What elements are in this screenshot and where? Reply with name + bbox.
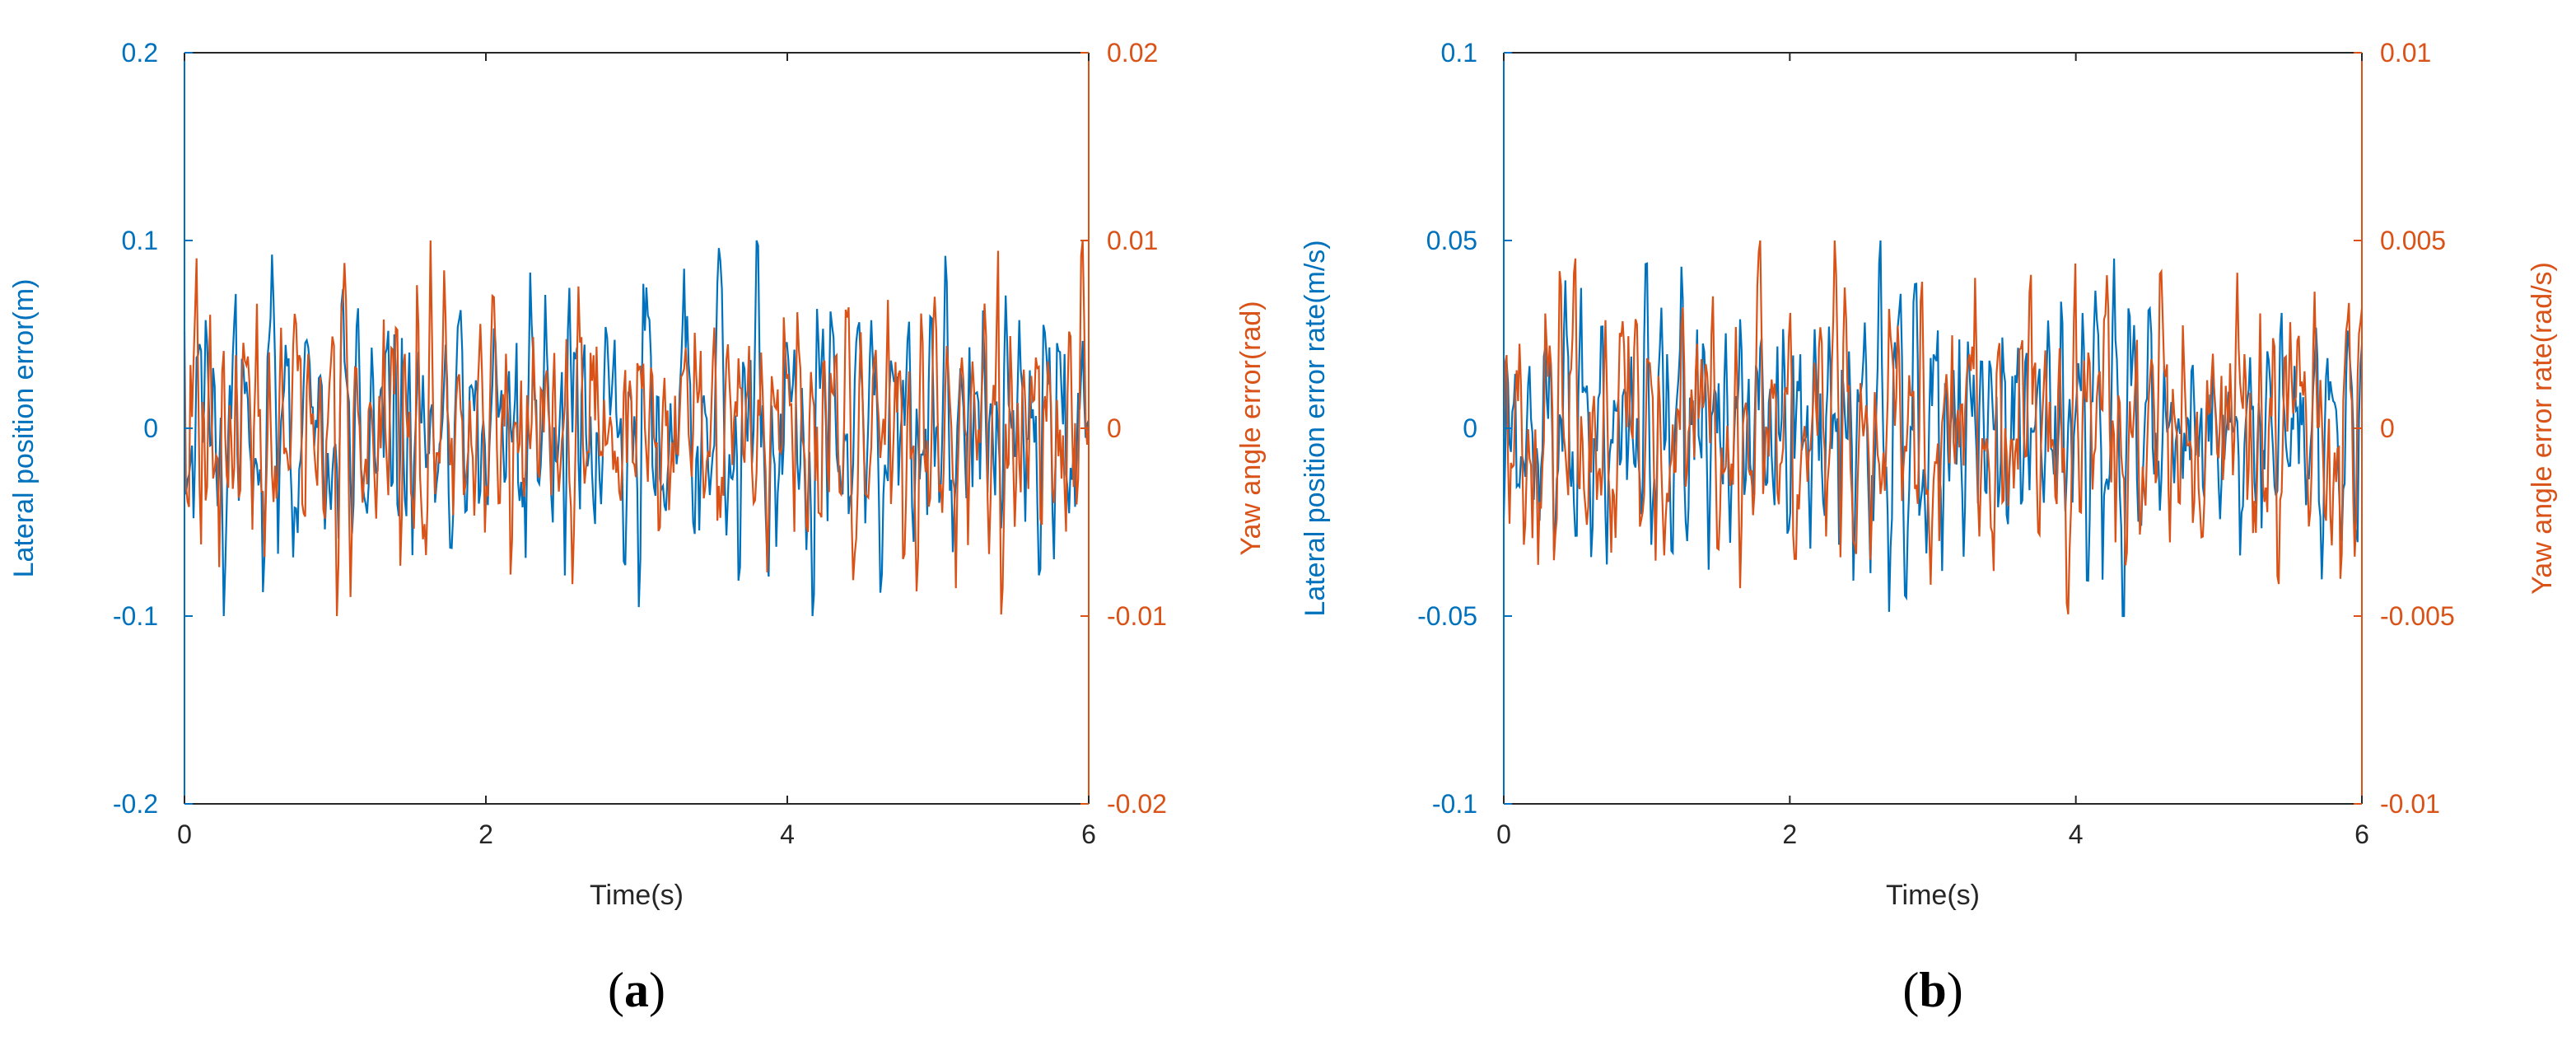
y-tick-label-left: 0 [143,413,158,443]
y-axis-label-right: Yaw angle error(rad) [1235,301,1267,555]
chart-panel-a: 0 2 4 6 -0.2 -0.1 0 0.1 0.2 -0.02 -0.01 0 0.01 0.02 Ti… [8,38,1267,1017]
series-line-left [1502,240,2364,618]
y-axis-label-left: Lateral position error rate(m/s) [1300,240,1331,616]
x-tick-label: 4 [780,820,795,849]
panel-label-close: ) [1947,963,1963,1017]
y-tick-label-left: 0.1 [122,226,158,255]
y-tick-label-right: 0.01 [1107,226,1158,255]
panel-label: (b) [1902,963,1962,1017]
panel-label-close: ) [649,963,665,1017]
y-axis-label-right: Yaw angle error rate(rad/s) [2527,262,2558,595]
y-tick-label-left: -0.1 [1432,789,1477,819]
y-tick-label-right: 0 [1107,413,1122,443]
x-tick-label: 4 [2069,820,2084,849]
y-tick-label-right: -0.01 [1107,601,1167,631]
y-tick-label-right: -0.005 [2380,601,2455,631]
panel-label-letter: a [624,963,649,1017]
series-line-right [183,240,1090,617]
y-tick-label-left: 0.2 [122,38,158,68]
panel-label-open: ( [608,963,624,1017]
x-axis-label: Time(s) [590,880,684,911]
x-tick-label: 0 [1496,820,1511,849]
y-tick-label-right: 0.01 [2380,38,2431,68]
y-tick-label-right: 0 [2380,413,2395,443]
y-tick-label-left: -0.1 [113,601,158,631]
y-tick-label-right: 0.005 [2380,226,2446,255]
y-axis-label-left: Lateral position error(m) [8,279,40,578]
y-tick-label-right: 0.02 [1107,38,1158,68]
y-tick-label-left: -0.05 [1417,601,1477,631]
panel-label-letter: b [1919,963,1946,1017]
panel-label: (a) [608,963,665,1017]
series-line-right [1502,240,2364,615]
x-tick-label: 6 [2354,820,2369,849]
y-tick-label-left: 0.05 [1426,226,1477,255]
y-tick-label-right: -0.01 [2380,789,2440,819]
chart-panel-b: 0 2 4 6 -0.1 -0.05 0 0.05 0.1 -0.01 -0.005 0 0.005 0.… [1300,38,2558,1017]
x-tick-label: 6 [1081,820,1096,849]
x-axis-label: Time(s) [1886,880,1980,911]
panel-label-open: ( [1902,963,1919,1017]
x-tick-label: 0 [177,820,192,849]
y-tick-label-left: 0.1 [1441,38,1477,68]
y-tick-label-right: -0.02 [1107,789,1167,819]
y-tick-label-left: 0 [1463,413,1477,443]
x-tick-label: 2 [478,820,493,849]
y-tick-label-left: -0.2 [113,789,158,819]
x-tick-label: 2 [1782,820,1797,849]
